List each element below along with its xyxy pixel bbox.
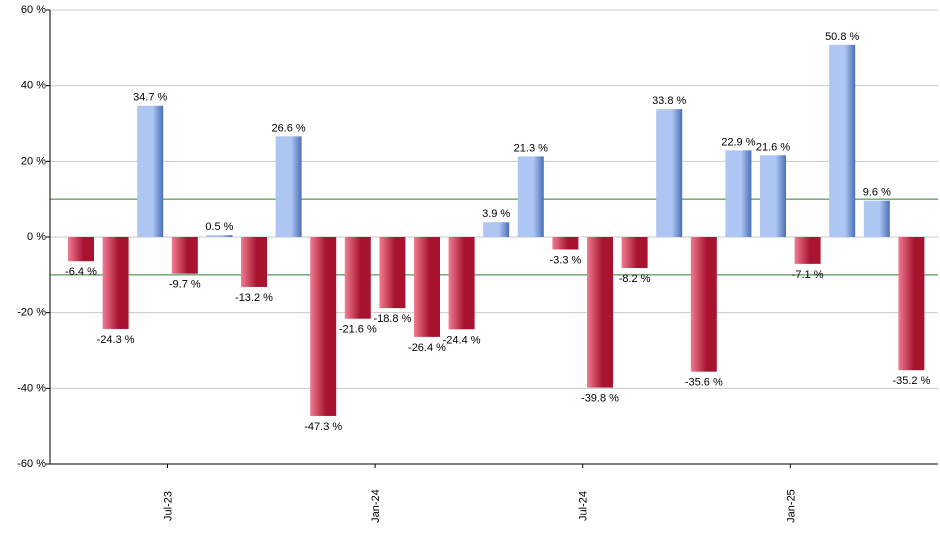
bar-value-label: -8.2 % xyxy=(619,273,651,285)
negative-bar xyxy=(344,237,371,319)
bar-value-label: -26.4 % xyxy=(408,342,446,354)
bar-value-label: -3.3 % xyxy=(550,254,582,266)
positive-bar xyxy=(275,136,302,237)
bar-value-label: -6.4 % xyxy=(65,266,97,278)
bar-value-label: 22.9 % xyxy=(721,136,755,148)
negative-bar xyxy=(690,237,717,372)
reference-lines xyxy=(50,198,938,276)
positive-bar xyxy=(483,222,510,237)
bar-value-label: 21.6 % xyxy=(756,141,790,153)
y-tick-label: 20 % xyxy=(21,155,46,167)
bar-value-label: -13.2 % xyxy=(235,292,273,304)
negative-bar xyxy=(898,237,925,371)
bar-value-label: 50.8 % xyxy=(825,31,859,43)
y-tick-label: -40 % xyxy=(17,382,46,394)
x-tick-label: Jan-24 xyxy=(370,489,382,523)
bar-value-label: 3.9 % xyxy=(482,208,510,220)
negative-bar xyxy=(379,237,406,309)
x-tick-label: Jul-24 xyxy=(578,491,590,521)
negative-bar xyxy=(794,237,821,264)
gridlines xyxy=(50,9,938,465)
negative-bar xyxy=(241,237,267,287)
positive-bar xyxy=(656,109,683,237)
negative-bar xyxy=(621,237,648,269)
bar-value-label: 0.5 % xyxy=(205,221,233,233)
negative-bar xyxy=(310,237,337,416)
bar-value-label: -24.3 % xyxy=(97,334,135,346)
bar-value-label: 21.3 % xyxy=(514,142,548,154)
y-tick-label: 40 % xyxy=(21,80,46,92)
positive-bar xyxy=(137,105,164,238)
negative-bar xyxy=(171,237,198,274)
bars xyxy=(68,44,925,416)
y-tick-label: 60 % xyxy=(21,4,46,16)
positive-bar xyxy=(206,235,233,237)
y-tick-label: -20 % xyxy=(17,307,46,319)
negative-bar xyxy=(414,237,440,337)
bar-value-label: -24.4 % xyxy=(443,334,481,346)
bar-value-label: -47.3 % xyxy=(304,421,342,433)
bar-value-label: 33.8 % xyxy=(652,95,686,107)
positive-bar xyxy=(863,200,890,237)
bar-value-label: -21.6 % xyxy=(339,324,377,336)
negative-bar xyxy=(552,237,579,250)
positive-bar xyxy=(725,150,752,237)
y-tick-label: -60 % xyxy=(17,458,46,470)
bar-value-label: -35.2 % xyxy=(892,375,930,387)
data-labels: -6.4 % -24.3 % 34.7 % -9.7 % 0.5 % -13.2 % 26.… xyxy=(65,31,930,433)
positive-bar xyxy=(829,44,856,237)
bar-value-label: -18.8 % xyxy=(373,313,411,325)
bar-value-label: -9.7 % xyxy=(169,279,201,291)
positive-bar xyxy=(760,155,786,237)
bar-value-label: 9.6 % xyxy=(863,187,891,199)
axes: -60 % -40 % -20 % 0 % 20 % 40 % 60 % Jul-23 Jan-… xyxy=(17,4,938,523)
bar-value-label: 34.7 % xyxy=(133,92,167,104)
negative-bar xyxy=(587,237,613,388)
negative-bar xyxy=(448,237,475,330)
negative-bar xyxy=(68,237,94,262)
bar-value-label: -39.8 % xyxy=(581,393,619,405)
bar-value-label: 26.6 % xyxy=(271,122,305,134)
y-tick-label: 0 % xyxy=(27,231,46,243)
bar-value-label: -35.6 % xyxy=(685,377,723,389)
bar-value-label: -7.1 % xyxy=(792,269,824,281)
x-tick-label: Jan-25 xyxy=(785,489,797,523)
x-tick-label: Jul-23 xyxy=(163,491,175,521)
negative-bar xyxy=(102,237,129,329)
positive-bar xyxy=(517,156,544,237)
